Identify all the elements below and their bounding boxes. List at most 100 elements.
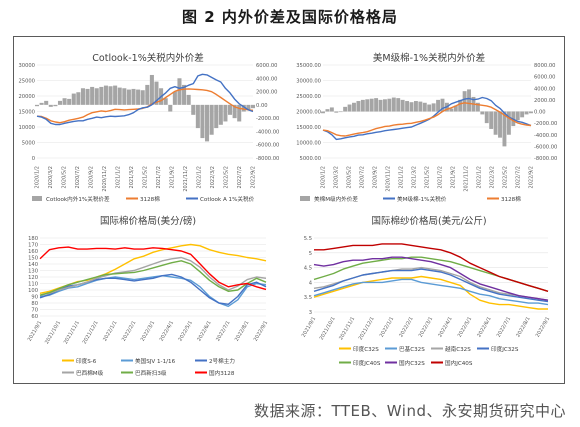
x-tick-label: 2021/11/1	[63, 320, 81, 345]
x-tick-label: 2021/5/2	[143, 166, 149, 188]
y-tick-label: 25000	[18, 79, 35, 85]
area-bar	[400, 99, 405, 112]
x-tick-label: 2022/9/1	[535, 316, 551, 338]
x-tick-label: 2022/7/1	[215, 320, 231, 342]
area-bar	[227, 104, 233, 115]
x-tick-label: 2020/3/2	[334, 166, 340, 188]
area-bar	[39, 102, 44, 105]
area-bar	[413, 101, 418, 112]
chart-panel-1: Cotlook-1%关税内外价差 0 5000 10000 15000 20000 2500…	[18, 52, 279, 203]
area-bar	[462, 91, 467, 112]
series-line	[39, 260, 267, 296]
area-bar	[209, 104, 214, 135]
x-tick-label: 2020/9/2	[89, 166, 95, 188]
area-bar	[126, 89, 131, 105]
x-tick-label: 2020/11/2	[102, 166, 108, 192]
area-bar	[250, 104, 256, 109]
x-tick-label: 2022/4/1	[437, 316, 453, 338]
figure-title: 图 2 内外价差及国际价格格局	[182, 8, 398, 26]
x-tick-label: 2022/4/1	[159, 320, 175, 342]
y-tick-label: 150	[28, 256, 38, 262]
area-bar	[195, 104, 200, 129]
area-bar	[145, 84, 150, 105]
x-tick-label: 2022/6/1	[196, 320, 212, 342]
y2-tick-label: -2000.00	[256, 116, 279, 122]
x-tick-label: 2022/3/1	[140, 320, 156, 342]
x-tick-label: 2021/3/2	[129, 166, 135, 188]
x-tick-label: 2022/7/2	[237, 166, 243, 188]
area-bar	[325, 109, 330, 112]
series-line	[39, 275, 267, 307]
area-bar	[515, 111, 520, 121]
x-tick-label: 2020/1/2	[321, 166, 327, 188]
area-bar	[44, 100, 49, 105]
y2-tick-label: -4000.00	[256, 129, 279, 135]
x-tick-label: 2021/1/2	[399, 166, 405, 188]
x-tick-label: 2020/5/2	[62, 166, 68, 188]
area-bar	[321, 111, 325, 114]
y-tick-label: 35000.00	[296, 63, 321, 69]
area-bar	[427, 104, 432, 112]
x-tick-label: 2021/12/1	[358, 316, 376, 341]
legend-swatch	[32, 196, 42, 201]
x-tick-label: 2021/5/2	[425, 166, 431, 188]
area-bar	[396, 98, 401, 112]
series-line	[39, 256, 267, 296]
area-bar	[391, 97, 396, 112]
x-tick-label: 2022/1/1	[102, 320, 118, 342]
area-bar	[334, 111, 339, 113]
series-line	[313, 256, 549, 301]
area-bar	[218, 104, 223, 125]
area-bar	[436, 99, 441, 112]
area-bar	[387, 98, 392, 112]
area-bar	[475, 102, 480, 112]
area-bar	[62, 98, 67, 105]
area-bar	[343, 106, 348, 112]
area-bar	[53, 104, 58, 107]
area-bar	[76, 92, 81, 105]
area-bar	[237, 104, 242, 122]
y-tick-label: 70	[31, 308, 38, 314]
area-bar	[71, 93, 76, 105]
area-bar	[440, 98, 445, 112]
y-tick-label: 20000	[18, 94, 35, 100]
legend-label: 3128棉	[501, 195, 521, 203]
y2-tick-label: -8000.00	[256, 156, 279, 162]
y-tick-label: 120	[28, 275, 38, 281]
area-bar	[99, 86, 104, 105]
x-tick-label: 2021/10/1	[44, 320, 62, 345]
y-tick-label: 4.5	[304, 266, 312, 272]
area-bar	[506, 111, 511, 135]
x-tick-label: 2021/9/2	[451, 166, 457, 188]
area-bar	[214, 104, 219, 129]
area-bar	[489, 111, 494, 129]
area-bar	[356, 101, 361, 112]
y-tick-label: 4	[309, 280, 313, 286]
area-bar	[172, 91, 177, 105]
legend-label: 国内JC40S	[445, 359, 473, 367]
x-tick-label: 2020/7/2	[360, 166, 366, 188]
area-bar	[154, 81, 159, 105]
area-bar	[200, 104, 205, 139]
y-tick-label: 10000	[18, 125, 35, 131]
area-bar	[149, 74, 154, 105]
y-tick-label: 30000.00	[296, 79, 321, 85]
area-bar	[409, 102, 414, 112]
x-tick-label: 2022/3/1	[418, 316, 434, 338]
x-tick-label: 2022/8/1	[515, 316, 531, 338]
area-bar	[94, 88, 99, 105]
y-tick-label: 25000.00	[296, 94, 321, 100]
y2-tick-label: 8000.00	[534, 63, 555, 69]
area-bar	[374, 98, 379, 112]
chart-title: 美M级棉-1%关税内外价差	[373, 52, 485, 64]
x-tick-label: 2020/5/2	[347, 166, 353, 188]
area-bar	[131, 88, 136, 105]
y2-tick-label: 0.00	[256, 103, 268, 109]
area-bar	[168, 104, 173, 112]
area-bar	[369, 98, 374, 112]
y-tick-label: 10000.00	[296, 141, 321, 147]
area-bar	[122, 88, 127, 105]
y2-tick-label: 0.00	[534, 110, 546, 116]
y2-tick-label: 6000.00	[534, 75, 555, 81]
